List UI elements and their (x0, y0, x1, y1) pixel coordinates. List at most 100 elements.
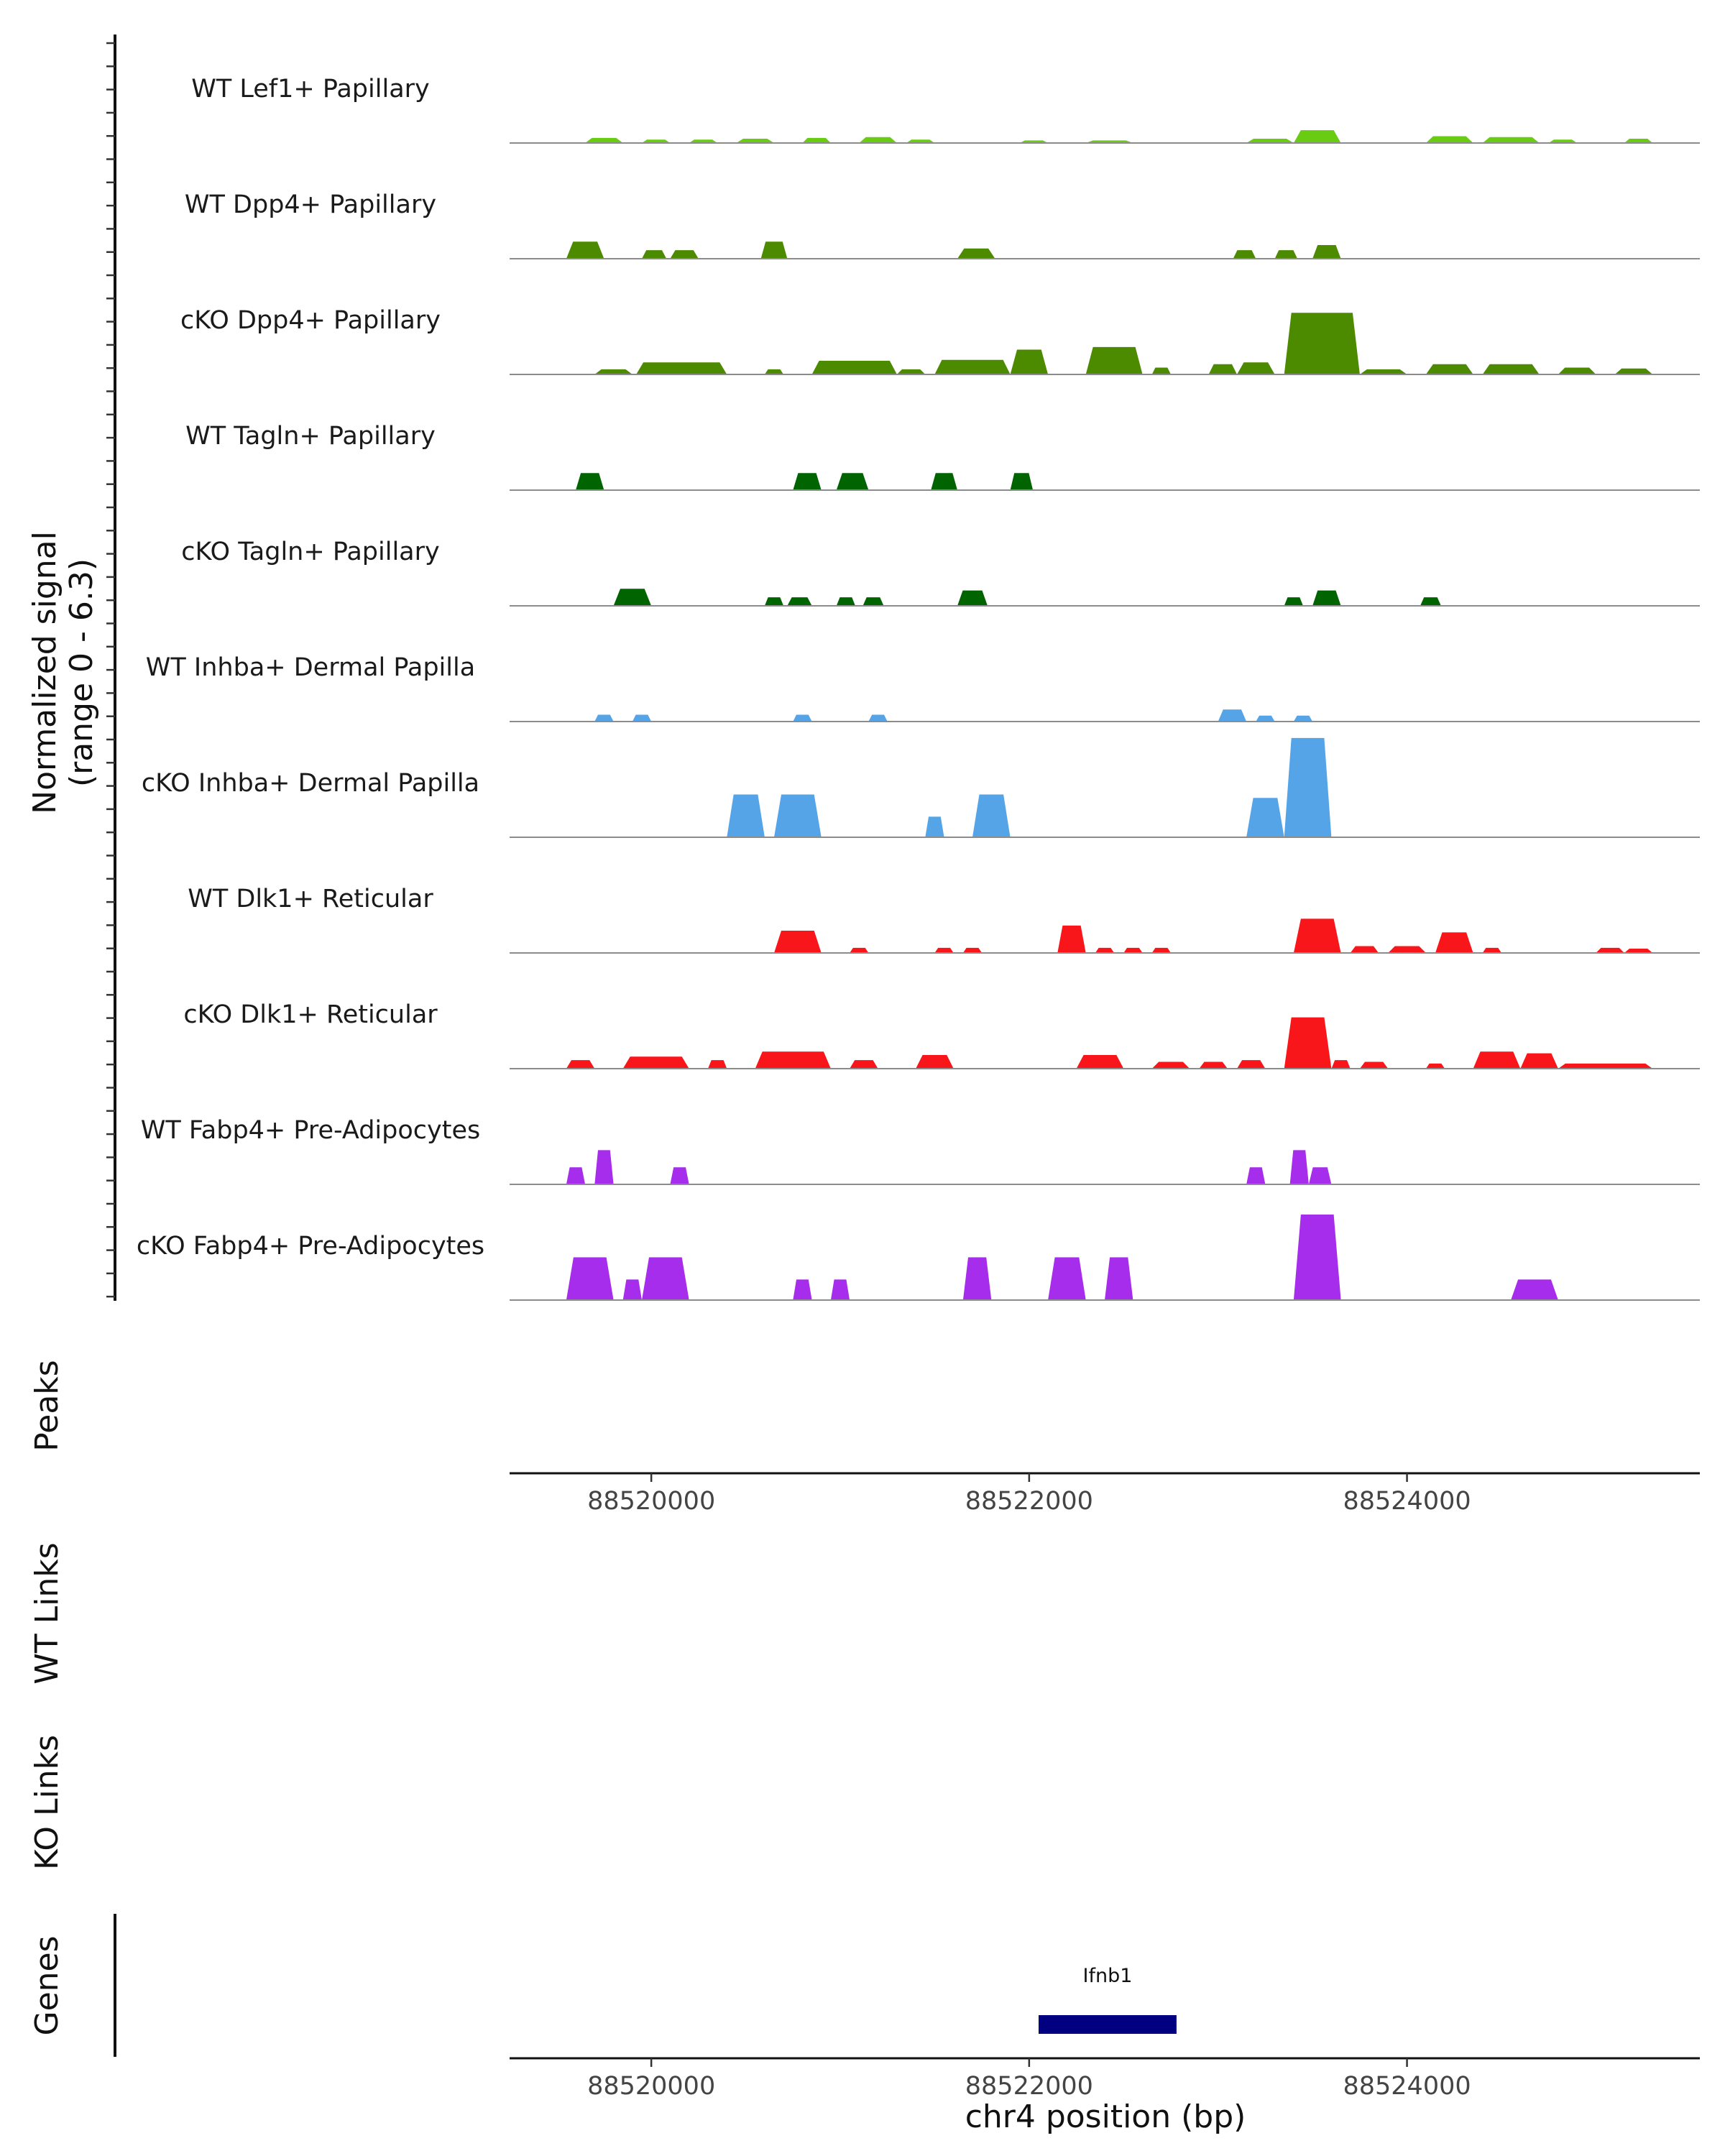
coverage-peak (1246, 139, 1294, 143)
coverage-peak (1010, 349, 1049, 374)
coverage-peak (632, 714, 652, 722)
coverage-peak (793, 473, 822, 490)
coverage-peak (1482, 947, 1501, 953)
coverage-peak (636, 362, 727, 374)
track-label: WT Dlk1+ Reticular (188, 885, 433, 913)
coverage-peak (1624, 139, 1653, 143)
genes-panel-title: Genes (29, 1935, 65, 2035)
coverage-peak (689, 139, 718, 143)
coverage-peak (1151, 947, 1171, 953)
coverage-peak (1284, 1017, 1332, 1069)
coverage-peak (906, 139, 935, 143)
x-tick-label: 88524000 (1343, 1487, 1471, 1516)
coverage-peak (793, 714, 812, 722)
coverage-peak (1425, 136, 1473, 143)
coverage-peak (934, 359, 1011, 374)
coverage-peak (566, 1167, 586, 1184)
coverage-peak (594, 369, 632, 374)
coverage-peak (755, 1051, 831, 1069)
coverage-peak (802, 137, 831, 143)
coverage-peak (764, 597, 784, 606)
coverage-peak (1284, 313, 1360, 374)
coverage-peak (1435, 932, 1473, 953)
track-label: WT Inhba+ Dermal Papilla (146, 653, 475, 682)
track-label: cKO Dlk1+ Reticular (183, 1000, 438, 1029)
coverage-peak (736, 139, 774, 143)
coverage-peak (566, 1060, 595, 1069)
coverage-peak (916, 1055, 954, 1069)
coverage-peak (585, 137, 623, 143)
coverage-peak (1331, 1060, 1351, 1069)
coverage-peak (862, 597, 884, 606)
coverage-peak (1624, 949, 1653, 953)
coverage-peak (1284, 737, 1332, 837)
coverage-peak (642, 250, 667, 259)
coverage-peak (962, 947, 983, 953)
coverage-peak (670, 250, 699, 259)
coverage-peak (957, 590, 988, 606)
coverage-peak (1359, 1061, 1389, 1069)
genes-x-axis: 88520000 88522000 88524000 (510, 2057, 1700, 2101)
track-label: WT Dpp4+ Papillary (185, 190, 436, 219)
gene-label: Ifnb1 (1082, 1965, 1132, 1987)
coverage-peak (1558, 1063, 1653, 1069)
wt-links-panel-title: WT Links (29, 1542, 65, 1684)
coverage-peak (1388, 946, 1426, 953)
coverage-peak (1095, 947, 1115, 953)
track-label: WT Tagln+ Papillary (185, 422, 436, 451)
coverage-peak (774, 794, 822, 837)
coverage-peak (1123, 947, 1143, 953)
coverage-peak (850, 947, 869, 953)
coverage-peak (670, 1167, 689, 1184)
coverage-peak (836, 473, 869, 490)
coverage-peak (1482, 364, 1540, 374)
coverage-peak (1048, 1257, 1086, 1300)
coverage-peak (1293, 715, 1313, 722)
coverage-peak (1151, 367, 1171, 374)
coverage-peak (1218, 709, 1247, 722)
track-label: cKO Dpp4+ Papillary (180, 306, 441, 335)
coverage-peak (1473, 1051, 1521, 1069)
coverage-peak (1558, 367, 1596, 374)
coverage-peak (1312, 245, 1341, 259)
track-label: cKO Inhba+ Dermal Papilla (142, 769, 479, 798)
coverage-peak (1237, 1060, 1266, 1069)
coverage-peak (1256, 715, 1275, 722)
coverage-peak (566, 241, 604, 259)
track-label: cKO Fabp4+ Pre-Adipocytes (137, 1232, 484, 1261)
track-label: cKO Tagln+ Papillary (181, 538, 440, 566)
coverage-peak (1010, 473, 1034, 490)
track-8: WT Dlk1+ Reticular (188, 885, 1700, 954)
track-2: WT Dpp4+ Papillary (185, 190, 1700, 259)
coverage-peak (859, 137, 897, 143)
y-axis-title-line2: (range 0 - 6.3) (63, 558, 100, 787)
coverage-peak (642, 1257, 689, 1300)
y-axis-title-line1: Normalized signal (27, 531, 63, 814)
track-3: cKO Dpp4+ Papillary (180, 306, 1700, 375)
coverage-peak (896, 369, 926, 374)
coverage-peak (1293, 918, 1341, 953)
coverage-peak (1350, 946, 1379, 953)
coverage-peak (622, 1056, 689, 1069)
coverage-peak (1548, 139, 1578, 143)
coverage-peak (594, 714, 614, 722)
coverage-peak (1246, 798, 1284, 837)
gene-annotations: Ifnb1 (1039, 1965, 1177, 2034)
coverage-peak (1284, 597, 1303, 606)
coverage-peak (1359, 369, 1407, 374)
coverage-peak (613, 589, 652, 606)
x-tick-label: 88520000 (587, 1487, 715, 1516)
coverage-peak (1596, 947, 1624, 953)
coverage-peak (1308, 1167, 1332, 1184)
track-7: cKO Inhba+ Dermal Papilla (142, 737, 1700, 838)
coverage-peak (811, 361, 897, 374)
coverage-peak (962, 1257, 992, 1300)
x-tick-label: 88520000 (587, 2072, 715, 2101)
coverage-peak (1274, 250, 1298, 259)
coverage-peak (1425, 1063, 1445, 1069)
coverage-peak (868, 714, 888, 722)
track-6: WT Inhba+ Dermal Papilla (146, 653, 1700, 722)
coverage-peak (1425, 364, 1473, 374)
coverage-peak (727, 794, 765, 837)
